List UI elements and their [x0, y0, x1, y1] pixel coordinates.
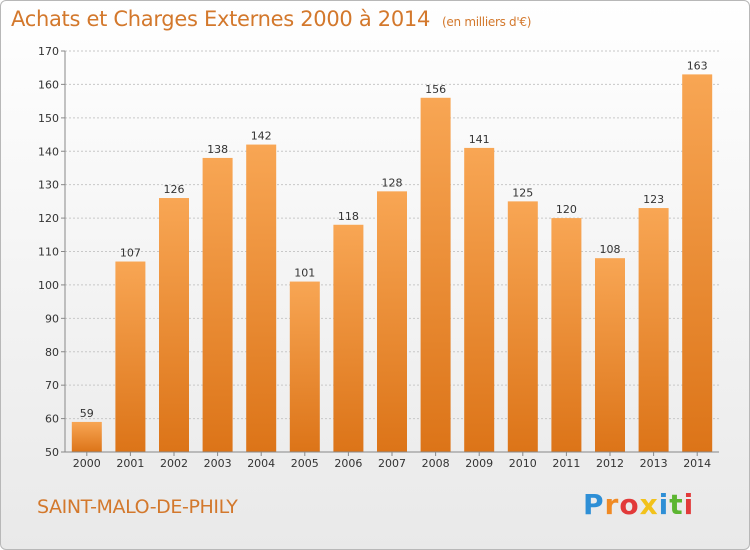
data-label: 125 [512, 186, 533, 199]
data-label: 101 [294, 267, 315, 280]
bar-2008 [420, 97, 451, 453]
data-label: 108 [600, 243, 621, 256]
y-tick-label: 90 [45, 312, 59, 325]
bar-2002 [159, 198, 189, 452]
logo-letter: o [619, 488, 640, 521]
data-label: 142 [251, 130, 272, 143]
data-label: 118 [338, 210, 359, 223]
bar-2014 [682, 74, 713, 453]
x-tick-label: 2007 [378, 457, 406, 470]
x-tick-label: 2011 [552, 457, 580, 470]
commune-name: SAINT-MALO-DE-PHILY [37, 496, 238, 518]
x-tick-label: 2005 [291, 457, 319, 470]
y-tick-label: 80 [45, 346, 59, 359]
y-tick-label: 150 [38, 112, 59, 125]
y-tick-label: 100 [38, 279, 59, 292]
y-tick-label: 110 [38, 246, 59, 259]
axes [61, 50, 719, 456]
data-label: 126 [164, 183, 185, 196]
logo-letter: x [639, 488, 659, 521]
bar-2009 [464, 147, 495, 453]
x-tick-label: 2004 [247, 457, 275, 470]
data-label: 128 [382, 176, 403, 189]
bar-2003 [202, 157, 233, 452]
data-label: 120 [556, 203, 577, 216]
bar-2012 [595, 258, 625, 452]
x-tick-label: 2003 [204, 457, 232, 470]
title-unit: (en milliers d'€) [442, 15, 532, 29]
bar-2001 [115, 261, 146, 452]
labels: 50 60 70 80 90 100 110 120 130 140 150 160 170 59 2000… [38, 45, 711, 470]
y-tick-label: 140 [38, 145, 59, 158]
x-tick-label: 2013 [640, 457, 668, 470]
data-label: 123 [643, 193, 664, 206]
x-tick-label: 2008 [422, 457, 450, 470]
data-label: 156 [425, 83, 446, 96]
bar-2005 [289, 281, 320, 452]
y-tick-label: 60 [45, 413, 59, 426]
logo-letter: r [604, 488, 620, 521]
title-text: Achats et Charges Externes 2000 à 2014 [11, 7, 431, 31]
bar-2007 [377, 191, 407, 452]
bar-2010 [507, 201, 538, 452]
y-tick-label: 120 [38, 212, 59, 225]
x-tick-label: 2006 [334, 457, 362, 470]
data-label: 138 [207, 143, 228, 156]
data-label: 107 [120, 247, 141, 260]
bar-2011 [551, 218, 582, 452]
x-tick-label: 2010 [509, 457, 537, 470]
data-label: 141 [469, 133, 490, 146]
y-tick-label: 130 [38, 179, 59, 192]
bars [71, 74, 713, 453]
proxiti-logo: Proxiti [583, 488, 694, 521]
bar-2000 [71, 421, 102, 452]
logo-letter: i [658, 488, 670, 521]
data-label: 163 [687, 59, 708, 72]
x-tick-label: 2012 [596, 457, 624, 470]
bar-2013 [638, 208, 669, 452]
chart-title: Achats et Charges Externes 2000 à 2014 (e… [11, 7, 531, 31]
x-tick-label: 2014 [683, 457, 711, 470]
x-tick-label: 2009 [465, 457, 493, 470]
x-tick-label: 2001 [116, 457, 144, 470]
x-tick-label: 2000 [73, 457, 101, 470]
bar-2006 [333, 224, 364, 452]
x-tick-label: 2002 [160, 457, 188, 470]
y-tick-label: 70 [45, 379, 59, 392]
y-tick-label: 170 [38, 45, 59, 58]
logo-letter: t [669, 488, 684, 521]
bar-2004 [246, 144, 277, 453]
y-tick-label: 50 [45, 446, 59, 459]
data-label: 59 [80, 407, 94, 420]
y-tick-label: 160 [38, 78, 59, 91]
logo-letter: P [583, 488, 605, 521]
logo-letter: i [683, 488, 695, 521]
